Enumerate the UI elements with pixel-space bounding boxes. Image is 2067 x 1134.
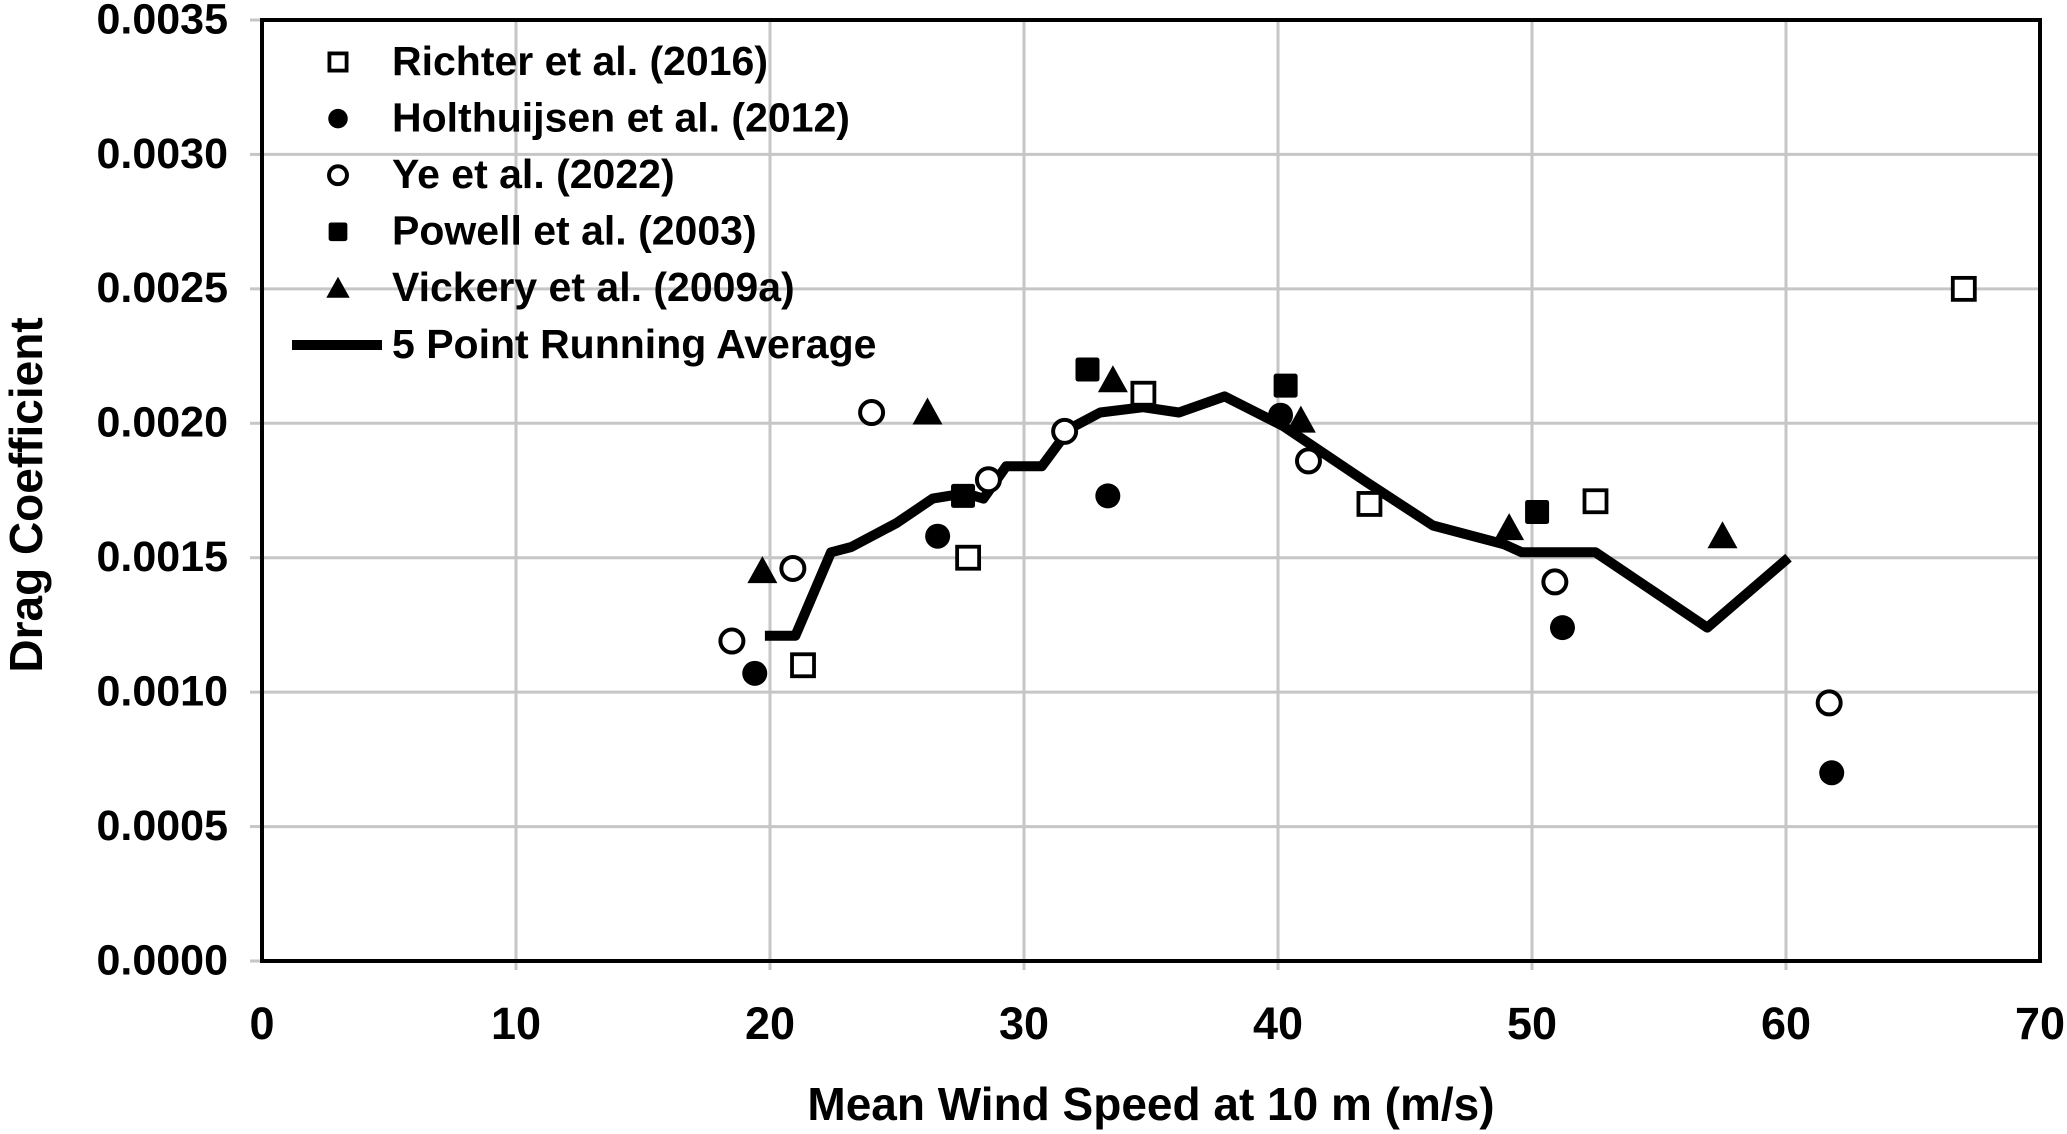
legend-item: Richter et al. (2016) <box>327 38 768 84</box>
y-tick-label: 0.0025 <box>96 264 228 312</box>
data-layer <box>718 275 1977 786</box>
legend-item: Holthuijsen et al. (2012) <box>328 94 850 140</box>
point-square-filled <box>328 222 348 242</box>
series-triangle-filled <box>747 365 1738 584</box>
point-circle-filled <box>1819 760 1845 786</box>
y-tick-label: 0.0005 <box>96 802 228 850</box>
plot-border <box>260 18 2042 963</box>
point-square-open <box>1356 491 1383 517</box>
point-square-open <box>1950 275 1977 302</box>
point-circle-open <box>718 627 746 655</box>
series-square-open <box>790 275 1977 679</box>
point-triangle-filled <box>1707 521 1738 549</box>
x-tick-label: 70 <box>2015 998 2065 1049</box>
y-tick-label: 0.0030 <box>96 130 228 178</box>
legend-label: Richter et al. (2016) <box>392 38 768 84</box>
point-triangle-filled <box>912 397 943 425</box>
y-tick-label: 0.0010 <box>96 668 228 716</box>
series-circle-open <box>718 399 1843 717</box>
point-circle-filled <box>925 523 951 549</box>
legend-label: Holthuijsen et al. (2012) <box>392 94 850 140</box>
point-circle-filled <box>328 108 348 129</box>
point-circle-open <box>1541 568 1569 596</box>
point-circle-open <box>779 554 807 582</box>
point-square-open <box>1130 380 1157 407</box>
y-axis-title: Drag Coefficient <box>0 317 52 672</box>
point-triangle-filled <box>1285 405 1316 433</box>
x-tick-label: 10 <box>491 998 541 1049</box>
series-square-filled <box>951 357 1550 525</box>
point-square-open <box>327 51 349 73</box>
point-triangle-filled <box>1097 365 1128 393</box>
y-tick-label: 0.0035 <box>96 0 228 43</box>
legend-item: Powell et al. (2003) <box>328 208 757 254</box>
point-square-open <box>1582 488 1609 515</box>
legend-label: 5 Point Running Average <box>392 321 876 367</box>
y-tick-label: 0.0020 <box>96 399 228 447</box>
point-circle-open <box>1294 447 1322 475</box>
legend-item: 5 Point Running Average <box>292 321 876 367</box>
tick-labels-layer: 0 10 20 30 40 50 60 70 0.0000 0.0005 0.0010 0.0015 0… <box>96 0 2065 1049</box>
x-tick-label: 20 <box>745 998 795 1049</box>
x-tick-label: 60 <box>1761 998 1811 1049</box>
point-circle-open <box>327 164 349 187</box>
point-circle-open <box>1051 417 1079 445</box>
point-square-open <box>790 652 816 679</box>
x-tick-label: 40 <box>1253 998 1303 1049</box>
point-triangle-filled <box>747 556 778 584</box>
legend-label: Vickery et al. (2009a) <box>392 264 795 310</box>
y-tick-label: 0.0015 <box>96 533 228 581</box>
point-circle-open <box>858 399 886 427</box>
x-tick-label: 50 <box>1507 998 1557 1049</box>
point-circle-filled <box>742 660 768 686</box>
legend-item: Vickery et al. (2009a) <box>326 264 795 310</box>
legend: Richter et al. (2016) Holthuijsen et al. … <box>292 38 876 367</box>
x-tick-label: 30 <box>999 998 1049 1049</box>
point-circle-filled <box>1095 483 1121 509</box>
point-circle-open <box>974 466 1002 494</box>
point-square-open <box>955 544 982 571</box>
point-circle-filled <box>1268 402 1294 428</box>
x-axis-title: Mean Wind Speed at 10 m (m/s) <box>807 1078 1494 1130</box>
point-square-filled <box>1075 357 1100 382</box>
series-circle-filled <box>742 402 1845 786</box>
running-average-line <box>764 391 1792 641</box>
point-square-filled <box>1525 500 1550 525</box>
point-circle-filled <box>1549 615 1575 641</box>
y-tick-label: 0.0000 <box>96 936 228 984</box>
legend-label: Ye et al. (2022) <box>392 151 675 197</box>
legend-label: Powell et al. (2003) <box>392 208 757 254</box>
x-tick-label: 0 <box>249 998 274 1049</box>
legend-item: Ye et al. (2022) <box>327 151 675 197</box>
point-circle-open <box>1815 689 1843 717</box>
point-triangle-filled <box>1494 513 1525 541</box>
point-square-filled <box>951 483 976 508</box>
point-triangle-filled <box>326 276 350 298</box>
point-square-filled <box>1273 373 1298 398</box>
